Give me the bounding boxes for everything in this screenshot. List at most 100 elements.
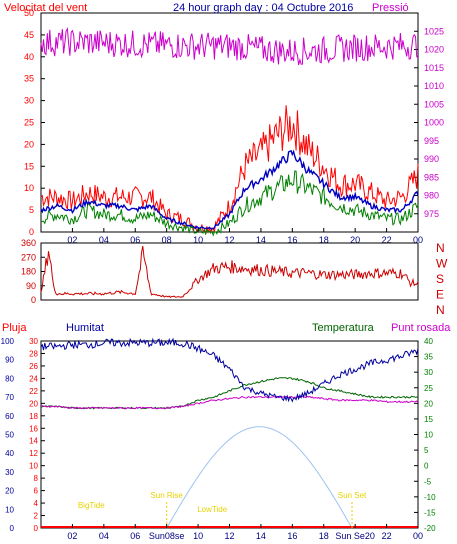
temperature-y-tick-label: 10 <box>424 431 433 440</box>
x-tick-label: 08 <box>162 235 172 245</box>
humidity-temperature-panel: Pluja Humitat Temperatura Punt rosada 02… <box>1 322 452 541</box>
chart-title: 24 hour graph day : 04 Octubre 2016 <box>173 2 353 14</box>
direction-y-tick-label: 180 <box>21 267 36 277</box>
pressure-y-tick-label: 1010 <box>424 81 444 91</box>
x-tick-label: 22 <box>382 235 392 245</box>
x-tick-label: 14 <box>256 531 266 541</box>
pressure-y-tick-label: 1005 <box>424 99 444 109</box>
temperature-y-tick-label: 5 <box>424 446 429 455</box>
rain-y-tick-label: 2 <box>34 512 39 521</box>
wind-y-tick-label: 20 <box>24 139 34 149</box>
direction-line <box>40 245 419 299</box>
humidity-x-axis: 02 04 06 Sun08se 10 12 14 16 18 Sun Se20 22 00 <box>67 524 423 541</box>
wind-y-tick-label: 5 <box>29 205 34 215</box>
pressure-label: Pressió <box>372 2 409 14</box>
solar-elevation-line <box>166 426 353 529</box>
wind-y-tick-label: 10 <box>24 183 34 193</box>
compass-label: E <box>436 288 444 302</box>
x-tick-label: 18 <box>319 531 329 541</box>
rain-label: Pluja <box>2 322 27 334</box>
temperature-y-tick-label: 40 <box>424 337 433 346</box>
rain-y-tick-label: 0 <box>34 524 39 533</box>
humidity-y-tick-label: 50 <box>5 431 14 440</box>
x-tick-label: 06 <box>130 531 140 541</box>
temperature-y-tick-label: 15 <box>424 415 433 424</box>
pressure-y-tick-label: 980 <box>424 191 439 201</box>
temperature-y-tick-label: 20 <box>424 399 433 408</box>
wind-speed-axis: 0 5 10 15 20 25 30 35 40 45 50 <box>24 8 45 237</box>
pressure-y-tick-label: 975 <box>424 209 439 219</box>
pressure-y-tick-label: 990 <box>424 154 439 164</box>
direction-y-tick-label: 360 <box>21 238 36 248</box>
x-tick-label: 04 <box>99 531 109 541</box>
rain-y-tick-label: 16 <box>29 424 38 433</box>
wind-y-tick-label: 30 <box>24 96 34 106</box>
rain-y-tick-label: 20 <box>29 399 38 408</box>
wind-speed-label: Velocitat del vent <box>4 2 87 14</box>
rain-y-tick-label: 8 <box>34 474 39 483</box>
rain-y-tick-label: 28 <box>29 349 38 358</box>
compass-label: W <box>436 257 448 271</box>
temperature-y-tick-label: 25 <box>424 384 433 393</box>
wind-y-tick-label: 15 <box>24 161 34 171</box>
pressure-y-tick-label: 1020 <box>424 45 444 55</box>
wind-x-axis: 02 04 06 08 10 12 14 16 18 20 22 00 <box>67 228 423 245</box>
wind-y-tick-label: 50 <box>24 8 34 18</box>
humidity-axis: 0 10 20 30 40 50 60 70 80 90 100 <box>1 337 15 533</box>
temperature-y-tick-label: 0 <box>424 462 429 471</box>
x-tick-label: 12 <box>224 235 234 245</box>
wind-avg-line <box>40 149 419 230</box>
rain-y-tick-label: 22 <box>29 387 38 396</box>
temperature-y-tick-label: -10 <box>424 493 436 502</box>
dew-point-line <box>40 395 419 410</box>
x-tick-label: 22 <box>382 531 392 541</box>
temperature-y-tick-label: -15 <box>424 508 436 517</box>
event-labels: BigTide Sun Rise LowTide Sun Set <box>78 491 367 528</box>
x-tick-label: 00 <box>413 235 423 245</box>
humidity-y-tick-label: 10 <box>5 505 14 514</box>
compass-label: N <box>436 303 445 317</box>
x-tick-label: Sun Se20 <box>335 531 375 541</box>
humidity-y-tick-label: 70 <box>5 393 14 402</box>
humidity-label: Humitat <box>66 322 104 334</box>
rain-y-tick-label: 12 <box>29 449 38 458</box>
pressure-line <box>40 26 419 66</box>
x-tick-label: 20 <box>350 235 360 245</box>
pressure-y-tick-label: 985 <box>424 172 439 182</box>
humidity-y-tick-label: 0 <box>10 524 15 533</box>
humidity-y-tick-label: 100 <box>1 337 15 346</box>
wind-y-tick-label: 45 <box>24 30 34 40</box>
rain-y-tick-label: 30 <box>29 337 38 346</box>
temperature-y-tick-label: 30 <box>424 368 433 377</box>
x-tick-label: 16 <box>287 235 297 245</box>
direction-series-group <box>40 245 419 299</box>
rain-y-tick-label: 10 <box>29 462 38 471</box>
wind-min-line <box>40 170 419 237</box>
rain-y-tick-label: 4 <box>34 499 39 508</box>
event-label: Sun Set <box>338 491 367 500</box>
pressure-y-tick-label: 1015 <box>424 63 444 73</box>
x-tick-label: 16 <box>287 531 297 541</box>
x-tick-label: 14 <box>256 235 266 245</box>
direction-y-tick-label: 90 <box>26 281 36 291</box>
rain-y-tick-label: 14 <box>29 437 38 446</box>
event-label: LowTide <box>197 505 227 514</box>
wind-y-tick-label: 35 <box>24 74 34 84</box>
pressure-y-tick-label: 1000 <box>424 118 444 128</box>
pressure-y-tick-label: 995 <box>424 136 439 146</box>
x-tick-label: 02 <box>67 235 77 245</box>
direction-y-tick-label: 270 <box>21 252 36 262</box>
pressure-y-tick-label: 1025 <box>424 26 444 36</box>
humidity-y-tick-label: 80 <box>5 374 14 383</box>
dew-point-label: Punt rosada <box>391 322 451 334</box>
x-tick-label: 10 <box>193 235 203 245</box>
rain-y-tick-label: 18 <box>29 412 38 421</box>
humidity-y-tick-label: 60 <box>5 412 14 421</box>
direction-y-tick-label: 0 <box>31 295 36 305</box>
direction-plot-frame <box>40 242 419 301</box>
